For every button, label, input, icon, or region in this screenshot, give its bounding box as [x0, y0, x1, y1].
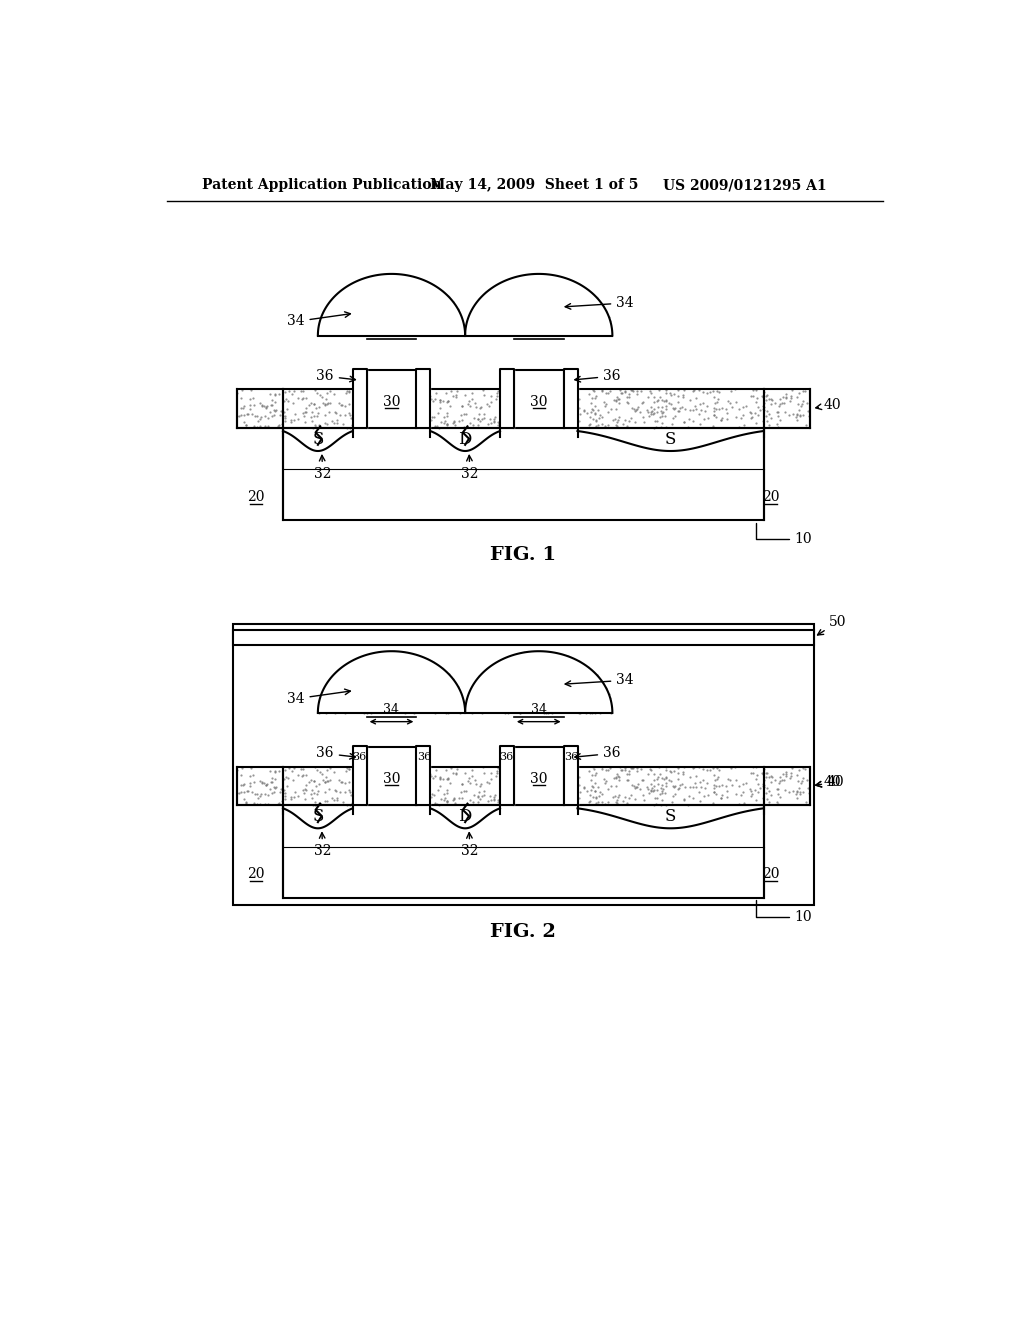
- Text: D: D: [459, 430, 472, 447]
- Text: 40: 40: [816, 397, 842, 412]
- Text: 34: 34: [565, 673, 634, 688]
- Text: 20: 20: [247, 867, 264, 882]
- Text: 36: 36: [574, 370, 621, 383]
- Text: 40: 40: [816, 775, 845, 789]
- Text: FIG. 2: FIG. 2: [490, 923, 556, 941]
- Polygon shape: [317, 651, 465, 713]
- Polygon shape: [352, 370, 367, 428]
- Text: 30: 30: [530, 395, 548, 409]
- Text: S: S: [312, 808, 324, 825]
- Bar: [237, 389, 283, 428]
- Bar: [764, 767, 810, 805]
- Bar: [764, 389, 810, 428]
- Bar: [283, 805, 764, 898]
- Text: 30: 30: [383, 395, 400, 409]
- Polygon shape: [563, 747, 578, 805]
- Text: 34: 34: [530, 704, 547, 717]
- Text: US 2009/0121295 A1: US 2009/0121295 A1: [663, 178, 826, 193]
- Bar: [367, 370, 417, 428]
- Text: 34: 34: [287, 689, 350, 706]
- Text: D: D: [459, 808, 472, 825]
- Polygon shape: [563, 370, 578, 428]
- Polygon shape: [465, 651, 612, 713]
- Text: 20: 20: [247, 490, 264, 504]
- Polygon shape: [352, 747, 367, 805]
- Bar: [237, 767, 283, 805]
- Text: 34: 34: [565, 296, 634, 310]
- Polygon shape: [317, 275, 465, 335]
- Text: 20: 20: [763, 490, 780, 504]
- Text: S: S: [665, 430, 676, 447]
- Text: 36: 36: [417, 752, 431, 763]
- Bar: [514, 747, 564, 805]
- Text: Patent Application Publication: Patent Application Publication: [202, 178, 441, 193]
- Text: 36: 36: [499, 752, 513, 763]
- Text: 36: 36: [316, 747, 355, 760]
- Bar: [232, 624, 814, 906]
- Bar: [514, 370, 564, 428]
- Text: S: S: [312, 430, 324, 447]
- Text: 36: 36: [316, 370, 355, 383]
- Text: 50: 50: [817, 615, 847, 635]
- Bar: [232, 630, 814, 645]
- Bar: [367, 747, 417, 805]
- Text: 32: 32: [461, 455, 479, 480]
- Text: 30: 30: [383, 772, 400, 787]
- Text: 20: 20: [763, 867, 780, 882]
- Polygon shape: [500, 747, 514, 805]
- Text: 32: 32: [461, 833, 479, 858]
- Text: 36: 36: [352, 752, 366, 763]
- Text: May 14, 2009  Sheet 1 of 5: May 14, 2009 Sheet 1 of 5: [430, 178, 639, 193]
- Text: 36: 36: [564, 752, 579, 763]
- Polygon shape: [417, 370, 430, 428]
- Text: FIG. 1: FIG. 1: [490, 546, 556, 564]
- Text: S: S: [665, 808, 676, 825]
- Text: 34: 34: [287, 312, 350, 329]
- Text: 36: 36: [574, 747, 621, 760]
- Text: 40: 40: [816, 775, 842, 789]
- Text: 10: 10: [756, 900, 812, 924]
- Bar: [283, 428, 764, 520]
- Text: 10: 10: [756, 523, 812, 546]
- Text: 34: 34: [384, 704, 399, 717]
- Text: 30: 30: [530, 772, 548, 787]
- Text: 32: 32: [314, 455, 332, 480]
- Polygon shape: [465, 275, 612, 335]
- Polygon shape: [500, 370, 514, 428]
- Polygon shape: [417, 747, 430, 805]
- Text: 32: 32: [314, 833, 332, 858]
